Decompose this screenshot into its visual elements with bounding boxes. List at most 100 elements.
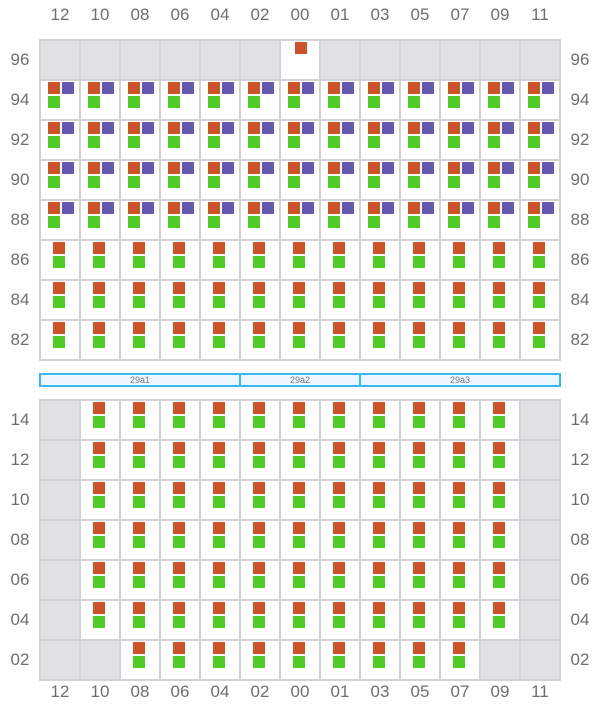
- slot[interactable]: [201, 121, 239, 159]
- slot[interactable]: [321, 281, 359, 319]
- band-29a1[interactable]: 29a1: [39, 373, 241, 387]
- slot[interactable]: [521, 121, 559, 159]
- slot[interactable]: [361, 321, 399, 359]
- unavailable-slot[interactable]: [121, 41, 159, 79]
- slot[interactable]: [121, 561, 159, 599]
- slot[interactable]: [281, 121, 319, 159]
- slot[interactable]: [121, 601, 159, 639]
- slot[interactable]: [121, 401, 159, 439]
- slot[interactable]: [81, 81, 119, 119]
- slot[interactable]: [281, 161, 319, 199]
- slot[interactable]: [281, 241, 319, 279]
- slot[interactable]: [481, 441, 519, 479]
- slot[interactable]: [401, 321, 439, 359]
- unavailable-slot[interactable]: [521, 561, 559, 599]
- slot[interactable]: [241, 161, 279, 199]
- slot[interactable]: [481, 121, 519, 159]
- slot[interactable]: [81, 601, 119, 639]
- slot[interactable]: [81, 241, 119, 279]
- slot[interactable]: [81, 281, 119, 319]
- slot[interactable]: [441, 641, 479, 679]
- band-29a2[interactable]: 29a2: [239, 373, 361, 387]
- slot[interactable]: [241, 281, 279, 319]
- slot[interactable]: [401, 201, 439, 239]
- unavailable-slot[interactable]: [241, 41, 279, 79]
- slot[interactable]: [401, 81, 439, 119]
- slot[interactable]: [281, 441, 319, 479]
- slot[interactable]: [441, 241, 479, 279]
- slot[interactable]: [161, 561, 199, 599]
- unavailable-slot[interactable]: [521, 481, 559, 519]
- slot[interactable]: [401, 441, 439, 479]
- slot[interactable]: [161, 401, 199, 439]
- slot[interactable]: [201, 241, 239, 279]
- slot[interactable]: [121, 521, 159, 559]
- slot[interactable]: [201, 161, 239, 199]
- slot[interactable]: [401, 601, 439, 639]
- slot[interactable]: [81, 401, 119, 439]
- slot[interactable]: [161, 81, 199, 119]
- unavailable-slot[interactable]: [521, 41, 559, 79]
- slot[interactable]: [521, 321, 559, 359]
- slot[interactable]: [121, 281, 159, 319]
- slot[interactable]: [321, 201, 359, 239]
- slot[interactable]: [241, 481, 279, 519]
- slot[interactable]: [81, 121, 119, 159]
- band-29a3[interactable]: 29a3: [359, 373, 561, 387]
- slot[interactable]: [321, 121, 359, 159]
- slot[interactable]: [441, 81, 479, 119]
- slot[interactable]: [81, 321, 119, 359]
- slot[interactable]: [441, 281, 479, 319]
- slot[interactable]: [481, 241, 519, 279]
- slot[interactable]: [201, 281, 239, 319]
- slot[interactable]: [441, 321, 479, 359]
- slot[interactable]: [81, 521, 119, 559]
- slot[interactable]: [521, 161, 559, 199]
- slot[interactable]: [401, 401, 439, 439]
- slot[interactable]: [441, 401, 479, 439]
- unavailable-slot[interactable]: [41, 521, 79, 559]
- slot[interactable]: [361, 441, 399, 479]
- slot[interactable]: [401, 521, 439, 559]
- slot[interactable]: [361, 641, 399, 679]
- slot[interactable]: [281, 601, 319, 639]
- slot[interactable]: [81, 481, 119, 519]
- slot[interactable]: [241, 201, 279, 239]
- slot[interactable]: [321, 521, 359, 559]
- slot[interactable]: [281, 321, 319, 359]
- slot[interactable]: [361, 481, 399, 519]
- slot[interactable]: [281, 521, 319, 559]
- slot[interactable]: [521, 81, 559, 119]
- slot[interactable]: [161, 601, 199, 639]
- slot[interactable]: [121, 241, 159, 279]
- slot[interactable]: [41, 121, 79, 159]
- slot[interactable]: [321, 601, 359, 639]
- unavailable-slot[interactable]: [401, 41, 439, 79]
- slot[interactable]: [481, 81, 519, 119]
- slot[interactable]: [321, 561, 359, 599]
- slot[interactable]: [361, 601, 399, 639]
- slot[interactable]: [361, 401, 399, 439]
- slot[interactable]: [361, 201, 399, 239]
- slot[interactable]: [401, 281, 439, 319]
- slot[interactable]: [281, 81, 319, 119]
- slot[interactable]: [361, 161, 399, 199]
- unavailable-slot[interactable]: [201, 41, 239, 79]
- slot[interactable]: [481, 161, 519, 199]
- slot[interactable]: [161, 321, 199, 359]
- slot[interactable]: [161, 641, 199, 679]
- unavailable-slot[interactable]: [41, 601, 79, 639]
- unavailable-slot[interactable]: [481, 641, 519, 679]
- slot[interactable]: [121, 161, 159, 199]
- unavailable-slot[interactable]: [321, 41, 359, 79]
- unavailable-slot[interactable]: [41, 441, 79, 479]
- slot[interactable]: [401, 241, 439, 279]
- slot[interactable]: [121, 121, 159, 159]
- slot[interactable]: [281, 561, 319, 599]
- unavailable-slot[interactable]: [441, 41, 479, 79]
- unavailable-slot[interactable]: [41, 41, 79, 79]
- slot[interactable]: [121, 81, 159, 119]
- slot[interactable]: [441, 481, 479, 519]
- slot[interactable]: [161, 441, 199, 479]
- unavailable-slot[interactable]: [521, 601, 559, 639]
